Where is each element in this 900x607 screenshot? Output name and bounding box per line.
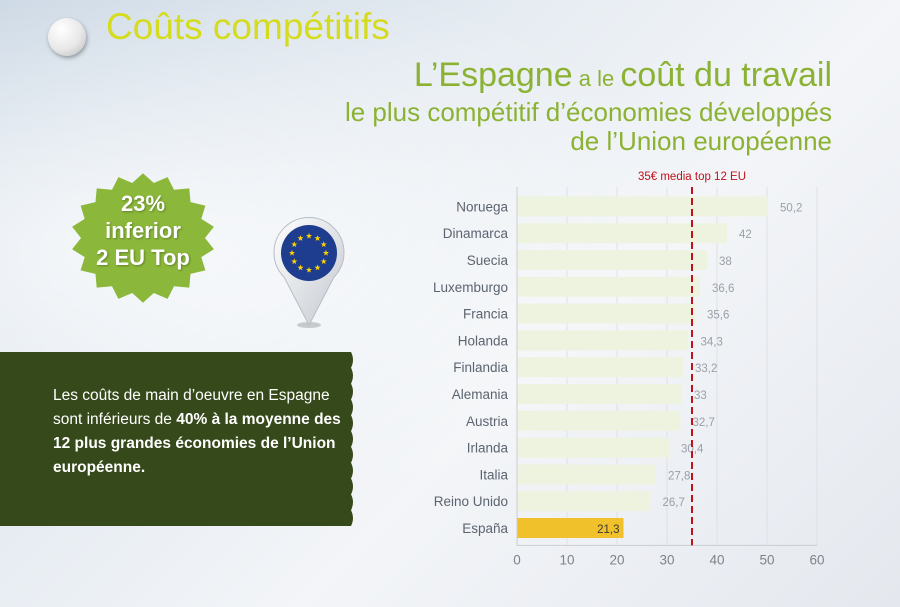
category-label: Italia [479,467,508,482]
info-text-bold-2: à la moyenne des 12 plus grandes économi… [53,411,341,476]
eu-star-icon [305,266,313,273]
category-label: Austria [466,414,509,429]
info-box-scalloped-edge [343,352,353,526]
eu-star-icon [320,258,327,265]
eu-flag-map-pin-icon [273,217,345,328]
info-text-bold-1: 40% [176,411,208,428]
bar [517,357,683,378]
headline-part3: coût du travail [620,56,832,94]
x-tick-label: 60 [809,552,824,567]
category-label: Reino Unido [434,494,508,509]
category-label: Irlanda [467,441,509,456]
bar [517,464,656,485]
bar [517,330,689,351]
value-label: 42 [739,229,752,241]
bar [517,276,700,297]
headline-line3: de l’Union européenne [570,126,832,156]
value-label: 33 [694,390,707,402]
reference-line-label: 35€ media top 12 EU [638,171,746,183]
badge-line1: 23% [120,191,166,216]
headline-part2: a le [572,66,621,91]
bullet-circle-icon [48,18,86,56]
badge-line3: 2 EU Top [96,245,190,270]
eu-star-icon [314,235,321,241]
headline-part1: L’Espagne [413,56,573,94]
value-label: 35,6 [707,310,729,322]
category-label: Finlandia [453,360,508,375]
value-label: 34,3 [701,336,723,348]
info-text-normal: Les coûts de main d’oeuvre en Espagne so… [53,387,330,428]
badge-line2: inferior [105,218,181,243]
eu-star-icon [305,232,313,239]
value-label: 21,3 [597,524,619,536]
eu-star-icon [320,241,327,248]
eu-star-icon [297,235,304,241]
category-label: Francia [463,307,509,322]
badge-text: 23% inferior 2 EU Top [58,190,228,271]
headline-subtitle: le plus compétitif d’économies développé… [345,98,832,156]
value-label: 50,2 [780,202,802,214]
info-text: Les coûts de main d’oeuvre en Espagne so… [53,384,348,480]
bar [517,410,681,431]
headline-line2: le plus compétitif d’économies développé… [344,97,832,127]
x-tick-label: 40 [709,552,724,567]
x-tick-label: 10 [559,552,574,567]
headline: L’Espagne a le coût du travail [414,58,832,92]
bar [517,250,707,270]
value-label: 36,6 [712,283,734,295]
value-label: 27,8 [668,470,690,482]
scalloped-badge-icon [72,173,214,303]
value-label: 33,2 [695,363,717,375]
x-tick-label: 0 [513,552,521,567]
category-label: Holanda [458,333,509,348]
value-label: 32,7 [693,417,715,429]
bar [517,303,695,324]
eu-star-icon [291,258,298,265]
bar [517,384,682,404]
section-title: Coûts compétitifs [106,6,390,47]
category-label: España [462,521,508,536]
eu-star-icon [291,241,298,248]
eu-star-icon [288,249,296,256]
x-tick-label: 20 [609,552,624,567]
category-label: Suecia [467,253,509,268]
labor-cost-bar-chart: Noruega 50,2 Dinamarca 42 Suecia 38 Luxemburgo… [433,171,825,567]
value-label: 30,4 [681,444,704,456]
category-label: Alemania [452,387,509,402]
value-label: 26,7 [663,497,685,509]
x-tick-label: 30 [659,552,674,567]
eu-star-icon [297,264,304,271]
value-label: 38 [719,256,732,268]
bar [517,491,651,512]
eu-star-icon [322,249,330,256]
bar [517,518,624,538]
category-label: Noruega [456,199,508,214]
eu-star-icon [314,264,321,271]
bar [517,223,727,244]
category-label: Dinamarca [443,226,509,241]
info-box [0,352,345,526]
bar [517,437,669,458]
category-label: Luxemburgo [433,280,508,295]
x-tick-label: 50 [759,552,774,567]
bar [517,196,768,217]
